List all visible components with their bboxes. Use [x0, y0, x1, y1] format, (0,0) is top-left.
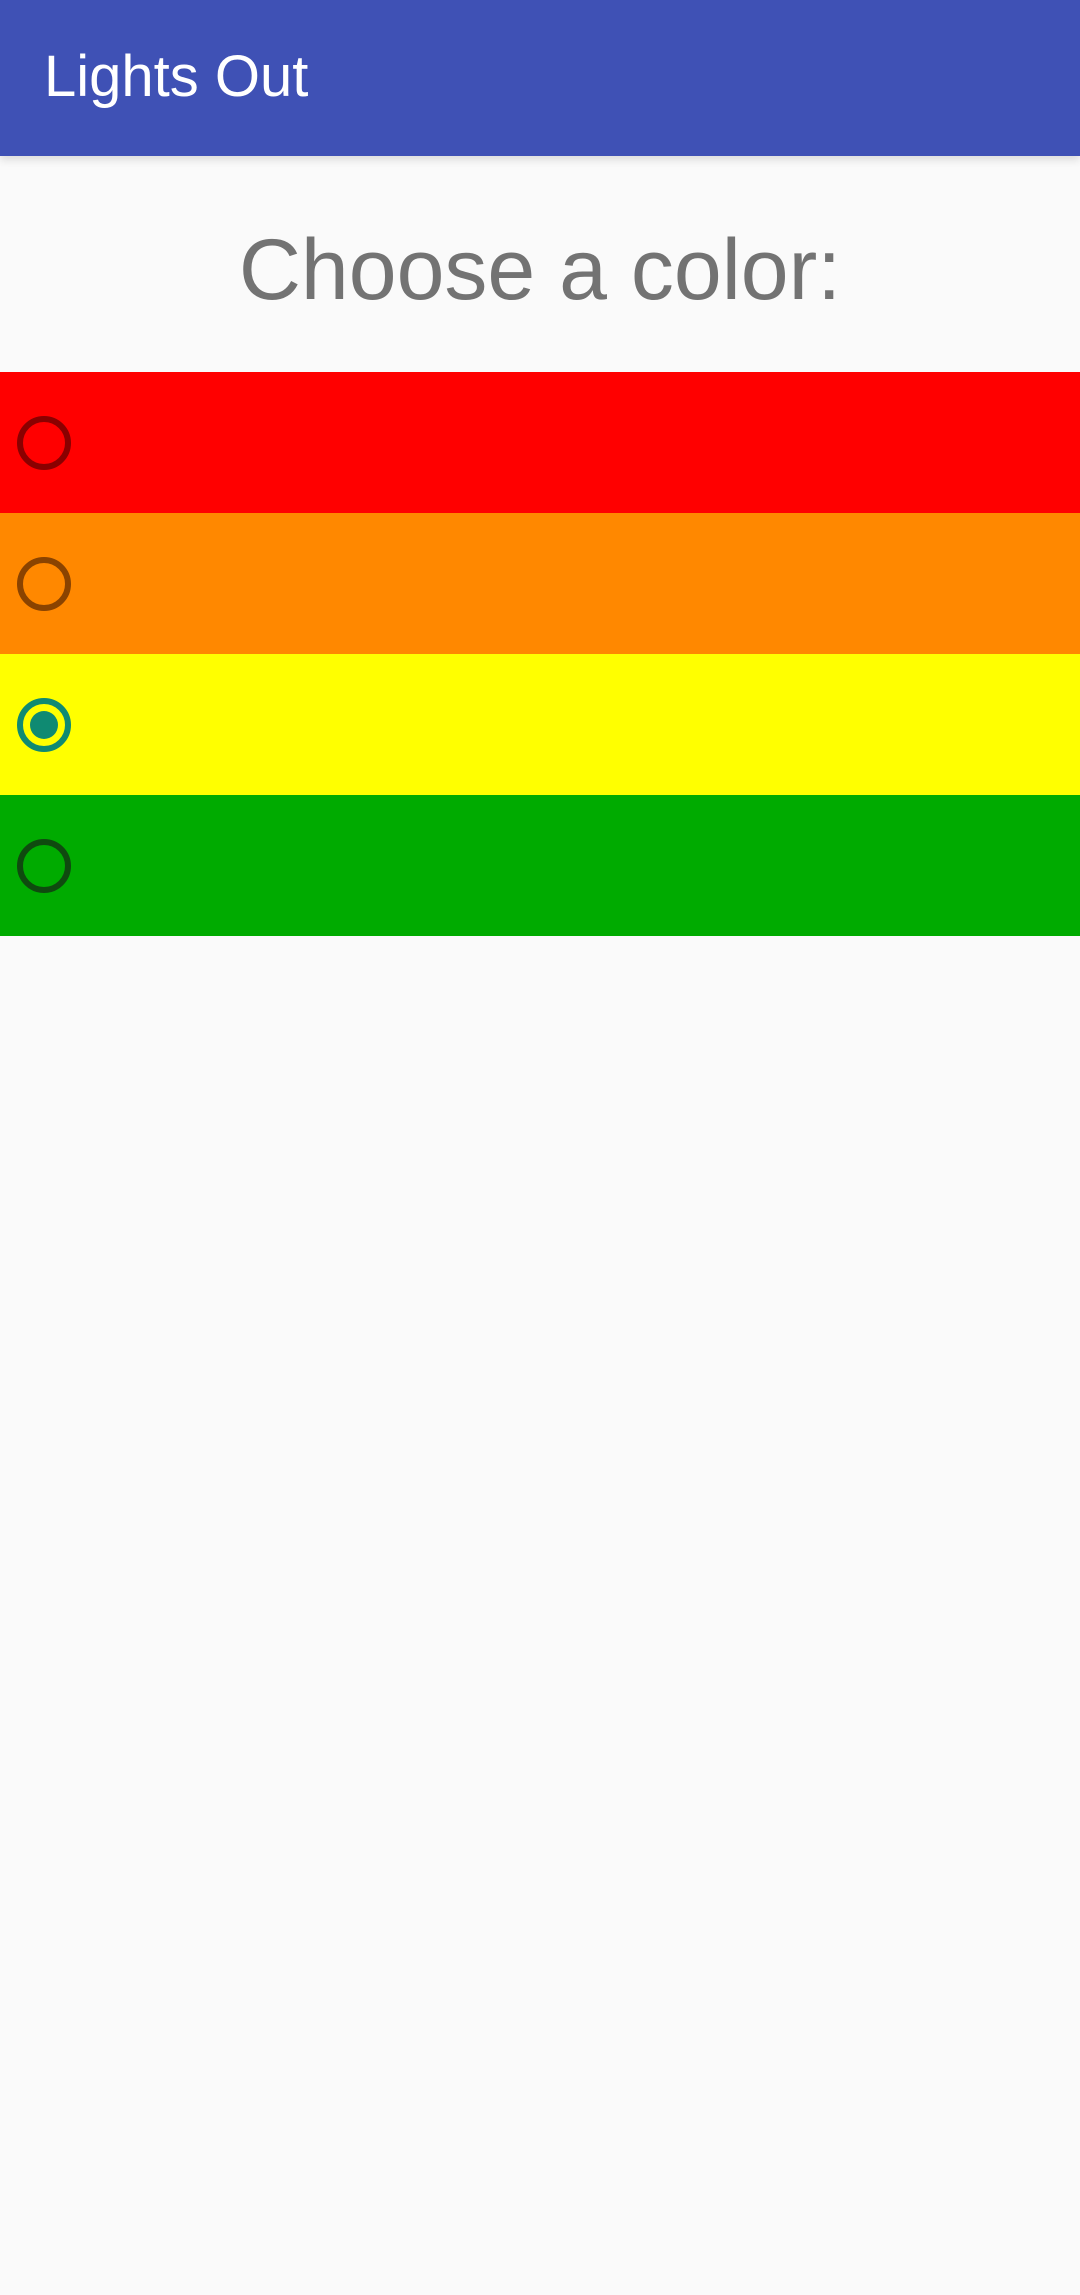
color-option-red[interactable]: [0, 372, 1080, 513]
content-area: Choose a color:: [0, 156, 1080, 2295]
radio-button-yellow[interactable]: [17, 698, 71, 752]
color-radio-group: [0, 372, 1080, 936]
choose-color-prompt: Choose a color:: [238, 222, 842, 318]
color-option-green[interactable]: [0, 795, 1080, 936]
app-bar: Lights Out: [0, 0, 1080, 156]
radio-button-orange[interactable]: [17, 557, 71, 611]
color-option-yellow[interactable]: [0, 654, 1080, 795]
radio-button-red[interactable]: [17, 416, 71, 470]
radio-dot: [30, 711, 58, 739]
radio-dot: [30, 570, 58, 598]
radio-dot: [30, 429, 58, 457]
color-option-orange[interactable]: [0, 513, 1080, 654]
radio-dot: [30, 852, 58, 880]
radio-button-green[interactable]: [17, 839, 71, 893]
app-title: Lights Out: [44, 44, 309, 109]
